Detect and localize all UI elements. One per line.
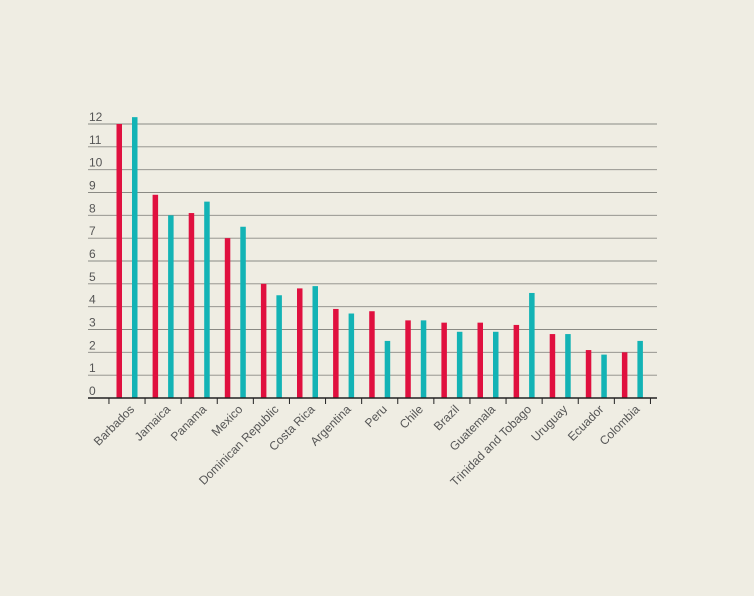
- bar-series-2-brazil: [456, 331, 463, 398]
- bar-series-2-colombia: [637, 340, 643, 398]
- bar-series-1-barbados: [116, 124, 122, 398]
- y-tick-label: 1: [89, 361, 96, 375]
- bar-series-1-mexico: [224, 238, 231, 398]
- bar-series-1-uruguay: [549, 334, 556, 398]
- bar-series-1-costa-rica: [297, 288, 303, 398]
- x-tick-label: Jamaica: [132, 402, 174, 444]
- bar-series-2-argentina: [348, 313, 355, 398]
- x-tick-label: Colombia: [597, 402, 643, 448]
- y-tick-label: 9: [89, 179, 96, 193]
- bars: [116, 117, 643, 399]
- x-tick-label: Barbados: [91, 402, 137, 448]
- y-tick-label: 12: [89, 110, 103, 124]
- y-tick-label: 11: [89, 133, 102, 147]
- bar-series-2-jamaica: [168, 215, 174, 398]
- y-tick-label: 7: [89, 224, 96, 238]
- x-tick-label: Panama: [168, 402, 210, 444]
- y-tick-label: 10: [89, 156, 103, 170]
- x-axis: [88, 397, 657, 404]
- bar-series-1-peru: [369, 311, 375, 398]
- x-tick-label: Chile: [397, 402, 426, 431]
- x-tick-label: Brazil: [431, 402, 462, 433]
- y-tick-label: 6: [89, 247, 96, 261]
- bar-series-1-trinidad-and-tobago: [513, 324, 520, 398]
- gridlines: [88, 123, 657, 376]
- bar-series-1-jamaica: [152, 194, 159, 398]
- bar-series-1-chile: [405, 320, 411, 398]
- bar-series-2-peru: [384, 340, 391, 398]
- y-tick-label: 4: [89, 293, 96, 307]
- y-tick-label: 2: [89, 338, 96, 352]
- bar-series-1-colombia: [621, 352, 628, 398]
- bar-series-1-panama: [188, 213, 195, 398]
- bar-series-1-dominican-republic: [260, 283, 267, 398]
- bar-series-2-guatemala: [493, 331, 499, 398]
- y-tick-label: 3: [89, 316, 96, 330]
- y-tick-label: 8: [89, 201, 96, 215]
- x-tick-label: Peru: [362, 402, 390, 430]
- bar-series-2-dominican-republic: [276, 295, 282, 398]
- bar-series-1-ecuador: [585, 350, 592, 398]
- bar-series-1-argentina: [333, 308, 339, 398]
- bar-series-1-brazil: [441, 322, 447, 398]
- bar-series-2-costa-rica: [312, 286, 318, 398]
- y-tick-label: 5: [89, 270, 96, 284]
- bar-series-2-barbados: [132, 117, 138, 399]
- bar-series-1-guatemala: [477, 322, 483, 398]
- bar-series-2-chile: [420, 320, 427, 398]
- bar-series-2-ecuador: [601, 354, 607, 398]
- bar-series-2-panama: [204, 201, 210, 398]
- x-tick-label: Uruguay: [528, 402, 570, 444]
- bar-series-2-trinidad-and-tobago: [529, 292, 535, 398]
- y-tick-label: 0: [89, 384, 96, 398]
- bar-series-2-mexico: [240, 226, 246, 398]
- bar-series-2-uruguay: [565, 334, 571, 398]
